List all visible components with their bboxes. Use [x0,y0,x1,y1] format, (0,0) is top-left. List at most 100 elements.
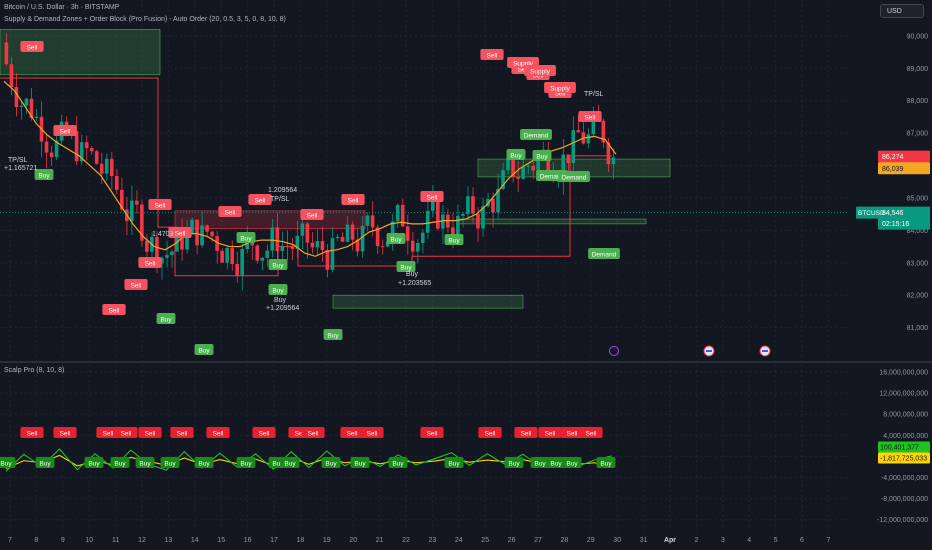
sell-signal-label: Sell [60,129,71,136]
osc-buy-label-box [504,457,524,468]
osc-sell-label-box [301,427,325,438]
osc-sell-label-box [206,427,230,438]
osc-buy-label: Buy [566,461,578,468]
candle-body [24,98,29,106]
osc-buy-label-box [530,457,550,468]
candle-body [14,87,19,107]
x-axis-tick-label: 28 [561,537,569,544]
osc-buy-label: Buy [240,461,252,468]
buy-signal-label: Buy [160,317,172,324]
buy-signal-label: Buy [536,154,548,161]
demand-label: Demand [592,252,617,259]
buy-signal-label: Buy [272,263,284,270]
osc-buy-label: Buy [534,461,546,468]
candle-body [536,159,540,171]
buy-signal-label: Buy [390,237,402,244]
candle-body [265,250,270,258]
buy-text: Buy [406,271,419,278]
osc-value-tag: -1,817,725,033 [880,456,927,463]
osc-sell-label-box [514,427,538,438]
osc-axis-tick-label: 16,000,000,000 [879,370,928,377]
currency-button[interactable]: USD [880,4,924,18]
supply-label-box [524,65,556,76]
osc-buy-label-box [160,457,180,468]
x-axis-tick-label: 21 [376,537,384,544]
candle-body [320,241,325,251]
osc-sell-label-box [53,427,77,438]
sell-signal-label-box [420,191,444,202]
candle-body [260,257,265,261]
x-axis-tick-label: 6 [800,537,804,544]
candle-body [220,250,224,263]
candle-body [170,251,174,256]
osc-buy-label-box [444,457,464,468]
supply-label: Supply [530,69,551,76]
osc-buy-label: Buy [392,461,404,468]
candle-body [345,224,350,242]
price-axis-tick-label: 82,000 [907,293,929,300]
osc-axis-tick-label: 12,000,000,000 [879,391,928,398]
sell-signal-label-box [53,125,77,136]
profit-label: +1.209564 [266,305,299,312]
candle-body [566,154,571,163]
candle-body [285,245,290,247]
candle-body [476,213,480,229]
candle-body [34,116,39,118]
candle-body [230,248,234,264]
sell-signal-label: Sell [27,45,38,52]
candle-body [235,263,239,276]
osc-buy-label-box [596,457,616,468]
osc-sell-label: Sell [485,431,496,438]
osc-sell-label: Sell [521,431,532,438]
candle-body [4,42,9,65]
candle-body [215,236,219,251]
indicator-title[interactable]: Supply & Demand Zones + Order Block (Pro… [4,16,286,23]
candle-body [140,204,144,241]
x-axis-tick-label: 12 [138,537,146,544]
sell-signal-label-box [20,41,44,52]
x-axis-tick-label: 7 [826,537,830,544]
oscillator-title[interactable]: Scalp Pro (8, 10, 8) [4,367,65,374]
buy-signal-label: Buy [198,348,210,355]
buy-signal-label-box [194,344,214,355]
sell-signal-label: Sell [427,195,438,202]
candle-body [190,219,194,235]
sell-signal-label-box [480,49,504,60]
x-axis-tick-label: 29 [587,537,595,544]
osc-sell-label: Sell [367,431,378,438]
candle-body [591,116,596,135]
demand-label: Demand [540,174,565,181]
last-price-tag: 84,546 [882,210,904,217]
osc-buy-label: Buy [550,461,562,468]
candle-body [370,215,375,228]
osc-buy-label-box [546,457,566,468]
buy-signal-label: Buy [272,288,284,295]
osc-sell-label: Sell [567,431,578,438]
candle-body [89,148,94,152]
last-price-tag-box [878,206,930,219]
x-axis-tick-label: 2 [694,537,698,544]
candle-body [275,227,280,252]
x-axis-tick-label: 16 [244,537,252,544]
candle-body [451,227,455,239]
price-axis-tick-label: 84,000 [907,228,929,235]
x-axis-tick-label: 3 [721,537,725,544]
price-axis-tick-label: 88,000 [907,98,929,105]
price-tag: 86,274 [882,154,904,161]
profit-label: +1.203565 [398,280,431,287]
osc-buy-label-box [236,457,256,468]
candle-body [425,210,430,233]
osc-axis-tick-label: -12,000,000,000 [877,517,928,524]
candle-body [511,157,515,177]
buy-signal-label-box [386,233,406,244]
candle-body [109,158,114,177]
buy-text: Buy [274,297,287,304]
candle-body [516,176,520,179]
osc-sell-label: Sell [295,431,306,438]
demand-label-box [520,129,552,140]
osc-sell-label: Sell [586,431,597,438]
candle-body [420,232,425,243]
candle-body [44,141,49,153]
